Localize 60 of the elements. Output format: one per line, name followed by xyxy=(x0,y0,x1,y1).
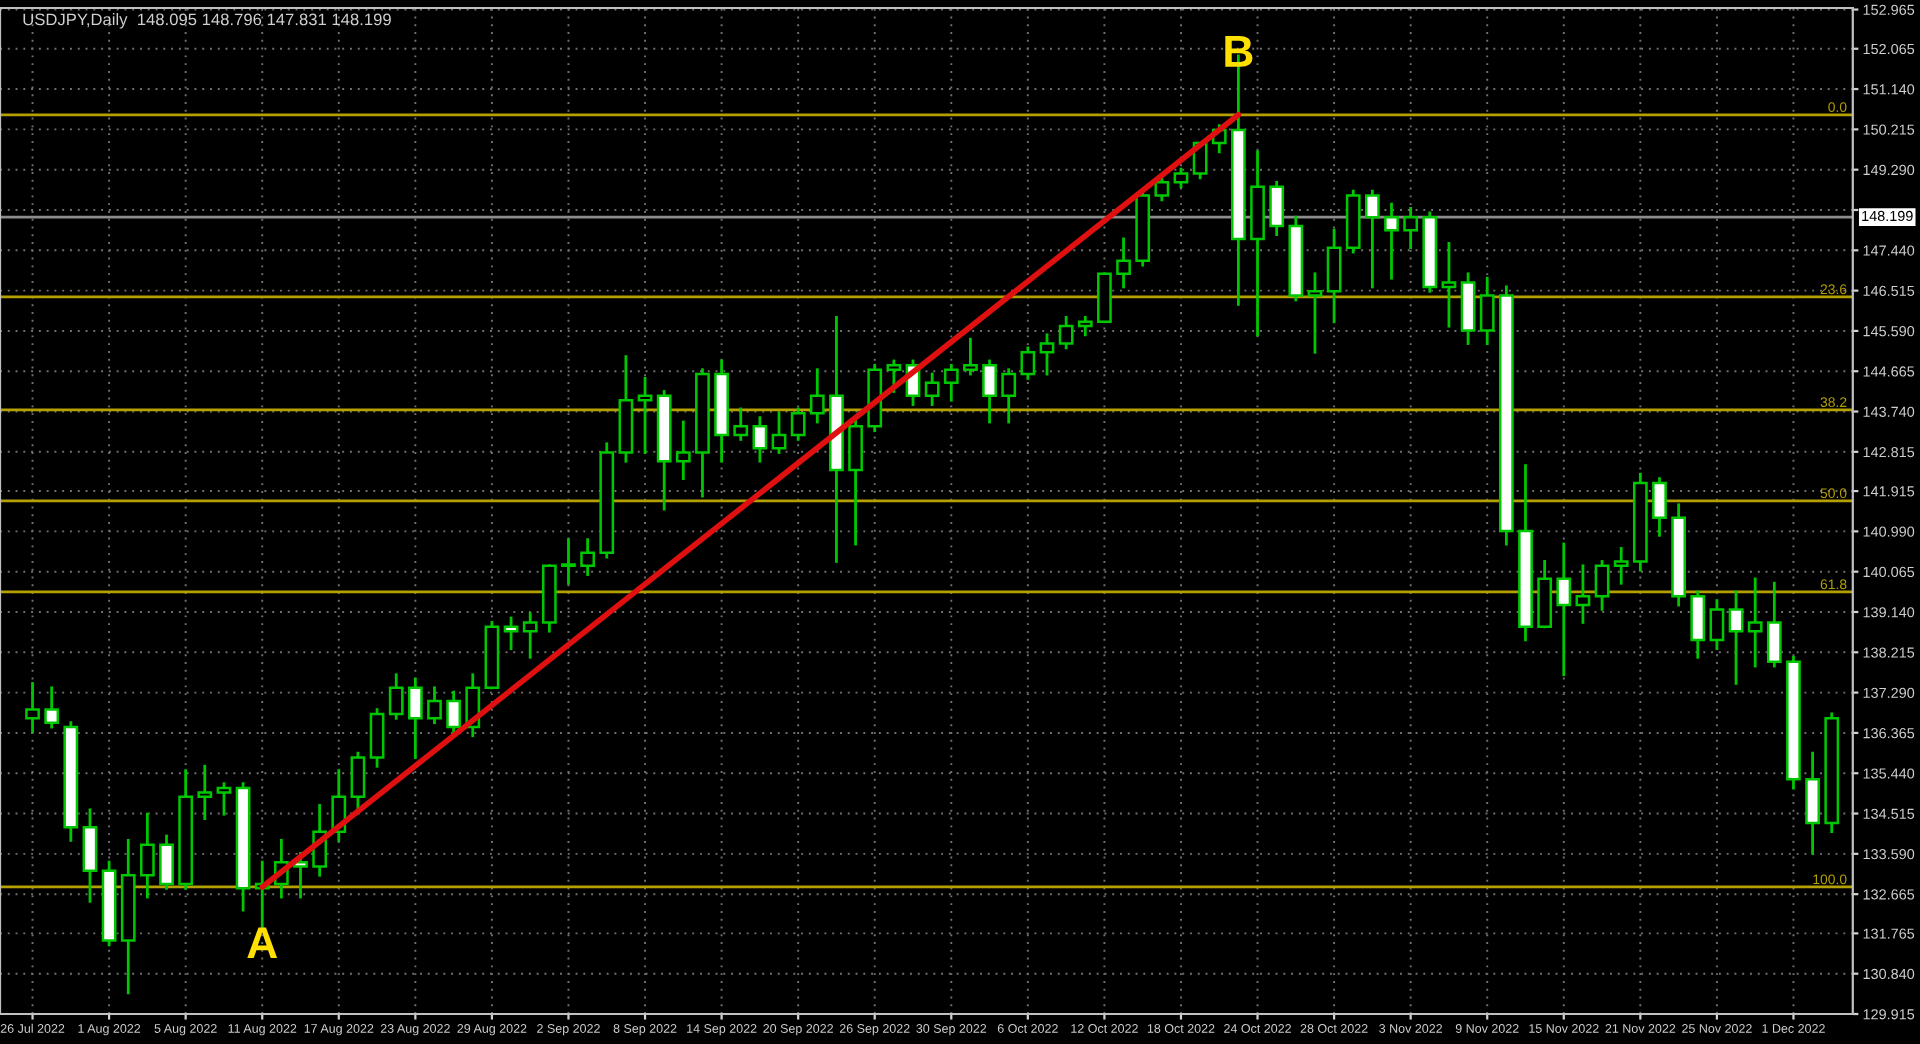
candlestick xyxy=(1460,272,1476,345)
candlestick xyxy=(1652,477,1667,537)
candlestick xyxy=(580,538,595,576)
candlestick xyxy=(1039,333,1055,376)
candlestick xyxy=(1384,202,1399,280)
candlestick xyxy=(1594,560,1610,611)
candlestick xyxy=(848,416,863,546)
candlestick xyxy=(216,782,232,816)
candlestick xyxy=(1307,272,1323,354)
candlestick xyxy=(1097,272,1112,324)
candlestick xyxy=(1116,237,1131,289)
candlestick xyxy=(1575,564,1591,624)
candlestick xyxy=(159,834,174,890)
candlestick xyxy=(427,686,442,725)
candlestick xyxy=(771,411,787,454)
candlestick xyxy=(1766,581,1782,668)
candlestick xyxy=(1805,751,1820,855)
candlestick xyxy=(1001,368,1017,424)
candlestick xyxy=(1709,599,1725,650)
candlestick xyxy=(350,751,366,812)
candlestick xyxy=(924,372,940,406)
candlestick xyxy=(1365,189,1380,289)
candlestick xyxy=(1479,276,1495,345)
candlestick xyxy=(1020,346,1036,380)
candlestick xyxy=(963,337,978,376)
candlestick xyxy=(522,612,538,659)
candlestick xyxy=(25,682,40,733)
candlestick xyxy=(1326,228,1342,324)
candlestick xyxy=(1403,207,1419,250)
annotation: B xyxy=(1225,36,1253,67)
candlestick xyxy=(943,363,959,402)
candlestick xyxy=(82,808,98,903)
candlestick xyxy=(1690,590,1706,659)
candlestick xyxy=(1058,316,1074,350)
candlestick xyxy=(1747,577,1763,668)
candlestick xyxy=(446,690,461,738)
candlestick xyxy=(197,764,213,820)
candlestick xyxy=(982,359,997,424)
candlestick xyxy=(752,416,768,463)
candlestick xyxy=(1154,176,1170,202)
candlestick xyxy=(1613,546,1629,585)
candlestick xyxy=(886,359,902,393)
candlestick xyxy=(369,708,385,768)
candlestick xyxy=(388,673,404,720)
candlestick xyxy=(1441,241,1457,328)
candlestick xyxy=(1556,542,1572,677)
annotation: A xyxy=(247,927,278,959)
candlestick xyxy=(293,852,308,899)
candlestick xyxy=(1728,590,1744,685)
candlestick xyxy=(44,686,60,729)
candlestick xyxy=(140,812,155,899)
candlestick xyxy=(1537,560,1553,629)
candlestick xyxy=(407,677,423,759)
candlestick xyxy=(809,368,825,424)
candlestick xyxy=(790,407,806,441)
candlestick xyxy=(1269,180,1285,236)
candlestick xyxy=(561,538,576,585)
chart-title: USDJPY,Daily 148.095 148.796 147.831 148.199 xyxy=(23,13,391,29)
candlestick xyxy=(675,420,691,481)
candlestick xyxy=(733,407,749,441)
